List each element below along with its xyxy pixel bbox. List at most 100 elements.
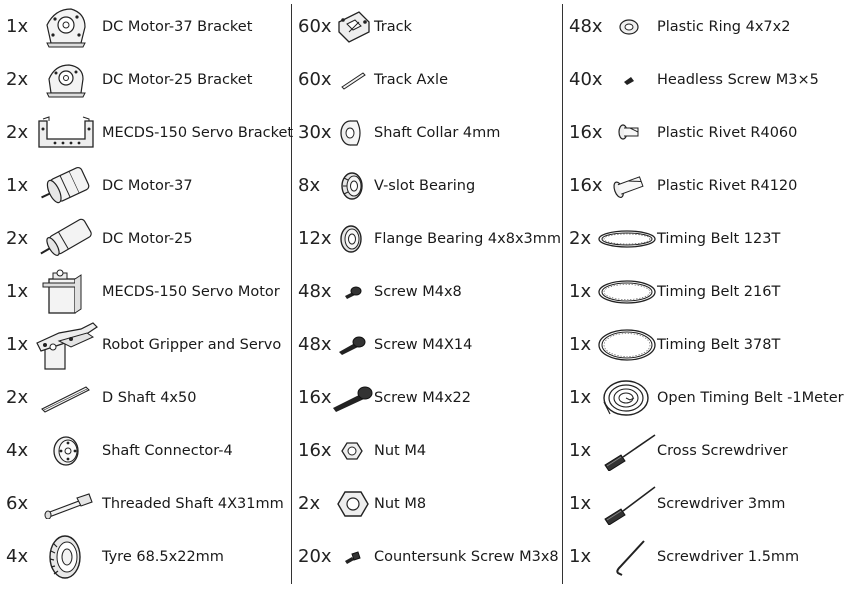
- item-label: Shaft Connector-4: [102, 442, 233, 459]
- list-item: 16x Nut M4: [298, 424, 560, 477]
- dc-motor-icon: [36, 216, 96, 262]
- list-item: 1x MECDS-150 Servo Motor: [0, 265, 290, 318]
- shaft-collar-icon: [338, 118, 366, 148]
- list-item: 16x Screw M4x22: [298, 371, 560, 424]
- item-quantity: 6x: [6, 493, 29, 514]
- item-label: DC Motor-25 Bracket: [102, 71, 253, 88]
- list-item: 16x Plastic Rivet R4060: [569, 106, 853, 159]
- list-item: 2x Timing Belt 123T: [569, 212, 853, 265]
- timing-belt-icon: [597, 328, 657, 362]
- screwdriver-icon: [601, 431, 657, 471]
- list-item: 1x Timing Belt 378T: [569, 318, 853, 371]
- list-item: 1x Screwdriver 1.5mm: [569, 530, 853, 583]
- item-quantity: 1x: [6, 175, 29, 196]
- item-label: Shaft Collar 4mm: [374, 124, 501, 141]
- item-label: Countersunk Screw M3x8: [374, 548, 559, 565]
- item-label: MECDS-150 Servo Motor: [102, 283, 280, 300]
- item-quantity: 16x: [298, 387, 332, 408]
- item-quantity: 60x: [298, 16, 332, 37]
- item-quantity: 48x: [298, 334, 332, 355]
- item-quantity: 2x: [298, 493, 321, 514]
- screw-short-icon: [342, 284, 364, 300]
- list-item: 60x Track: [298, 0, 560, 53]
- list-item: 2x Nut M8: [298, 477, 560, 530]
- motor-bracket-icon: [42, 61, 90, 99]
- item-quantity: 40x: [569, 69, 603, 90]
- timing-belt-icon: [597, 279, 657, 305]
- item-label: Plastic Rivet R4060: [657, 124, 798, 141]
- item-label: DC Motor-37: [102, 177, 193, 194]
- item-quantity: 48x: [298, 281, 332, 302]
- item-quantity: 30x: [298, 122, 332, 143]
- item-label: Timing Belt 378T: [657, 336, 781, 353]
- threaded-shaft-icon: [40, 489, 96, 519]
- list-item: 1x Timing Belt 216T: [569, 265, 853, 318]
- plastic-rivet-icon: [615, 122, 643, 144]
- list-item: 16x Plastic Rivet R4120: [569, 159, 853, 212]
- item-quantity: 16x: [298, 440, 332, 461]
- item-quantity: 1x: [569, 387, 592, 408]
- item-quantity: 2x: [6, 228, 29, 249]
- nut-large-icon: [336, 490, 370, 518]
- list-item: 60x Track Axle: [298, 53, 560, 106]
- column-divider: [291, 4, 292, 584]
- item-label: Headless Screw M3×5: [657, 71, 819, 88]
- item-quantity: 1x: [6, 334, 29, 355]
- gripper-icon: [30, 319, 100, 371]
- flange-bearing-icon: [338, 224, 366, 254]
- timing-belt-icon: [597, 229, 657, 249]
- item-quantity: 1x: [569, 281, 592, 302]
- item-label: Cross Screwdriver: [657, 442, 788, 459]
- item-quantity: 1x: [6, 16, 29, 37]
- plastic-rivet-long-icon: [611, 173, 647, 199]
- shaft-connector-icon: [48, 434, 84, 468]
- item-quantity: 1x: [569, 493, 592, 514]
- screwdriver-icon: [601, 483, 657, 525]
- item-quantity: 16x: [569, 175, 603, 196]
- item-quantity: 2x: [6, 122, 29, 143]
- item-label: V-slot Bearing: [374, 177, 476, 194]
- countersunk-screw-icon: [342, 550, 362, 564]
- column-divider: [562, 4, 563, 584]
- list-item: 1x DC Motor-37: [0, 159, 290, 212]
- list-item: 48x Plastic Ring 4x7x2: [569, 0, 853, 53]
- item-label: Screwdriver 3mm: [657, 495, 786, 512]
- list-item: 1x Open Timing Belt -1Meter: [569, 371, 853, 424]
- belt-coil-icon: [599, 378, 653, 418]
- list-item: 2x DC Motor-25 Bracket: [0, 53, 290, 106]
- hex-key-icon: [609, 537, 649, 577]
- item-label: Track: [374, 18, 412, 35]
- item-quantity: 60x: [298, 69, 332, 90]
- item-label: D Shaft 4x50: [102, 389, 197, 406]
- screw-medium-icon: [336, 335, 368, 355]
- shaft-icon: [38, 383, 92, 413]
- list-item: 1x DC Motor-37 Bracket: [0, 0, 290, 53]
- list-item: 30x Shaft Collar 4mm: [298, 106, 560, 159]
- item-label: Timing Belt 123T: [657, 230, 781, 247]
- track-icon: [334, 8, 374, 46]
- item-label: Flange Bearing 4x8x3mm: [374, 230, 562, 247]
- list-item: 12x Flange Bearing 4x8x3mm: [298, 212, 562, 265]
- item-quantity: 16x: [569, 122, 603, 143]
- tyre-icon: [44, 533, 86, 581]
- motor-bracket-icon: [40, 5, 90, 49]
- dc-motor-icon: [36, 164, 96, 208]
- item-label: DC Motor-37 Bracket: [102, 18, 253, 35]
- item-label: Nut M8: [374, 495, 427, 512]
- item-label: Plastic Rivet R4120: [657, 177, 798, 194]
- item-label: Robot Gripper and Servo: [102, 336, 282, 353]
- list-item: 40x Headless Screw M3×5: [569, 53, 853, 106]
- item-label: MECDS-150 Servo Bracket: [102, 124, 294, 141]
- nut-small-icon: [340, 441, 364, 461]
- list-item: 48x Screw M4X14: [298, 318, 560, 371]
- list-item: 4x Tyre 68.5x22mm: [0, 530, 290, 583]
- v-slot-bearing-icon: [338, 170, 368, 202]
- item-quantity: 12x: [298, 228, 332, 249]
- item-quantity: 2x: [569, 228, 592, 249]
- list-item: 4x Shaft Connector-4: [0, 424, 290, 477]
- item-label: Open Timing Belt -1Meter: [657, 389, 844, 406]
- item-label: Threaded Shaft 4X31mm: [102, 495, 284, 512]
- item-label: Tyre 68.5x22mm: [102, 548, 224, 565]
- list-item: 20x Countersunk Screw M3x8: [298, 530, 560, 583]
